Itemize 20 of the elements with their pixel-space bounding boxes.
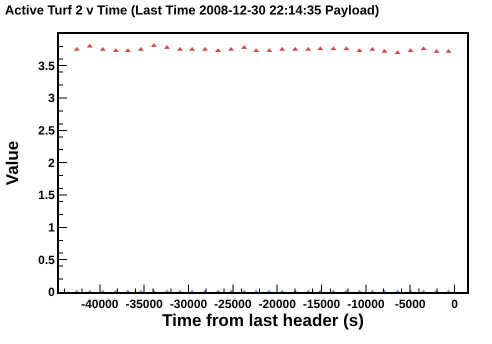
y-tick-label: 0 (48, 285, 56, 300)
y-tick-label: 2.5 (38, 124, 56, 138)
y-axis-title: Value (3, 140, 22, 186)
x-tick-label: -30000 (170, 297, 208, 312)
chart-title: Active Turf 2 v Time (Last Time 2008-12-30 22:14:35 Payload) (4, 2, 380, 18)
x-tick-label: 0 (451, 297, 458, 312)
y-tick-label: 2 (48, 156, 56, 170)
x-tick-label: -5000 (394, 297, 426, 312)
y-tick-label: 1 (48, 220, 56, 235)
x-axis-title: Time from last header (s) (162, 311, 364, 330)
x-tick-label: -40000 (81, 297, 119, 312)
x-tick-label: -35000 (125, 297, 164, 312)
y-tick-label: 3.5 (38, 58, 56, 73)
x-tick-label: -10000 (347, 297, 385, 312)
y-tick-label: 1.5 (38, 188, 56, 202)
x-tick-label: -20000 (258, 297, 296, 312)
y-tick-label: 3 (48, 91, 56, 106)
y-tick-label: 0.5 (38, 252, 56, 267)
x-tick-label: -25000 (214, 297, 252, 312)
x-tick-label: -15000 (302, 297, 341, 312)
